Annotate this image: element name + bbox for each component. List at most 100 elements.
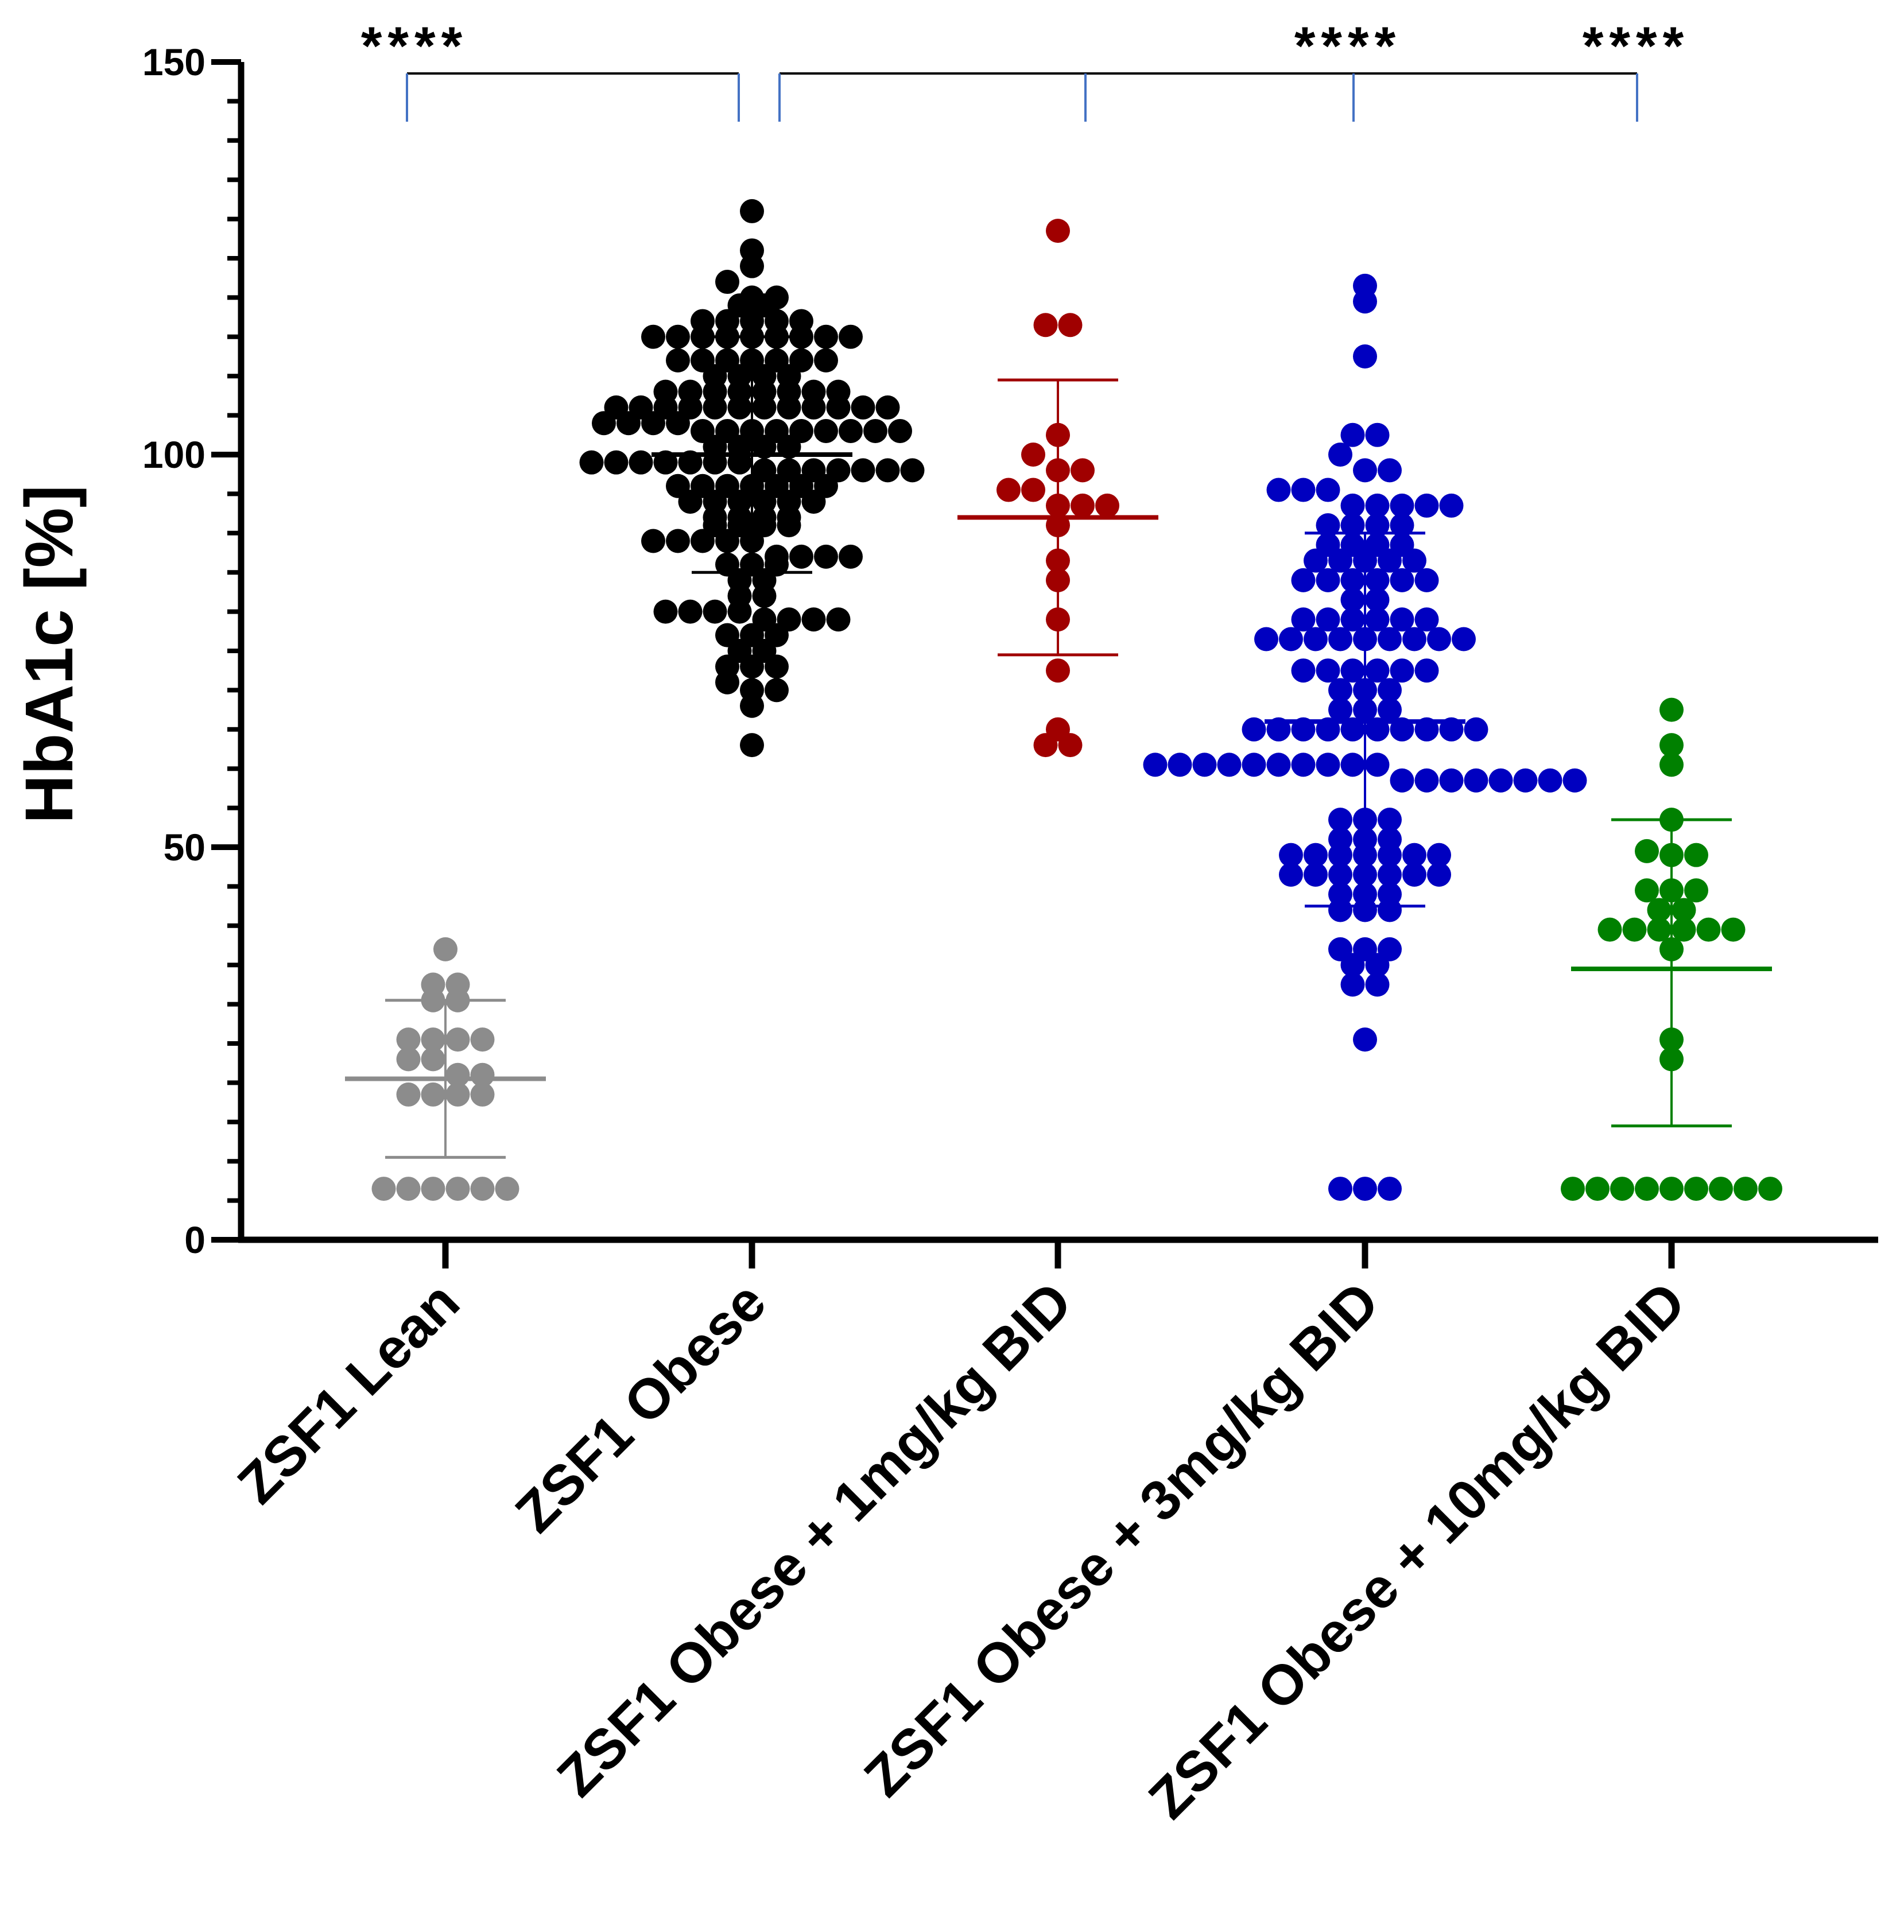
data-point <box>1304 627 1328 651</box>
data-point <box>1046 658 1070 683</box>
y-axis-title: HbA1c [%] <box>11 485 87 824</box>
data-point <box>641 324 665 349</box>
data-point <box>777 607 801 632</box>
data-point <box>740 285 764 310</box>
data-point <box>604 450 629 475</box>
data-point <box>900 458 925 483</box>
data-point <box>1672 917 1696 942</box>
data-point <box>1291 658 1316 683</box>
data-point <box>445 1177 470 1201</box>
data-point <box>1597 917 1622 942</box>
significance-label: **** <box>361 15 468 76</box>
data-point <box>1353 344 1377 368</box>
data-point <box>1316 607 1340 632</box>
data-point <box>1390 768 1414 793</box>
data-point <box>470 1062 495 1087</box>
data-point <box>1340 607 1365 632</box>
data-point <box>814 324 838 349</box>
data-point <box>1254 627 1278 651</box>
data-point <box>1414 568 1439 592</box>
data-point <box>1390 607 1414 632</box>
data-point <box>814 348 838 373</box>
data-point <box>740 733 764 758</box>
data-point <box>875 395 900 420</box>
data-point <box>1659 1177 1684 1201</box>
data-point <box>1402 862 1426 887</box>
data-point <box>470 1177 495 1201</box>
data-point <box>1647 917 1672 942</box>
data-point <box>1414 768 1439 793</box>
data-point <box>765 418 789 443</box>
data-point <box>1758 1177 1782 1201</box>
data-point <box>1464 768 1488 793</box>
data-point <box>495 1177 519 1201</box>
data-point <box>752 607 777 632</box>
data-point <box>1402 627 1426 651</box>
data-point <box>1217 752 1242 777</box>
data-point <box>1378 827 1402 852</box>
data-point <box>396 1047 421 1072</box>
data-point <box>396 1027 421 1052</box>
data-point <box>765 348 789 373</box>
data-point <box>1390 493 1414 518</box>
data-point <box>1390 568 1414 592</box>
data-point <box>851 458 875 483</box>
data-point <box>1414 607 1439 632</box>
data-point <box>1328 627 1352 651</box>
data-point <box>604 395 629 420</box>
data-point <box>1709 1177 1733 1201</box>
data-point <box>839 544 863 569</box>
data-point <box>1365 972 1390 997</box>
data-point <box>1046 717 1070 742</box>
data-point <box>1340 752 1365 777</box>
data-point <box>653 379 678 404</box>
data-point <box>1488 768 1513 793</box>
data-point <box>1316 658 1340 683</box>
data-point <box>888 418 912 443</box>
significance-label: **** <box>1583 15 1689 76</box>
data-point <box>1635 1177 1659 1201</box>
data-point <box>678 599 703 624</box>
data-point <box>1414 493 1439 518</box>
data-point <box>715 552 739 577</box>
data-point <box>801 379 826 404</box>
data-point <box>1439 768 1464 793</box>
data-point <box>740 678 764 703</box>
data-point <box>1378 862 1402 887</box>
data-point <box>1378 882 1402 907</box>
data-point <box>1071 458 1095 483</box>
data-point <box>1143 752 1168 777</box>
data-point <box>1340 493 1365 518</box>
data-point <box>1328 862 1352 887</box>
data-point <box>1427 862 1451 887</box>
data-point <box>1659 697 1684 722</box>
data-point <box>1046 219 1070 243</box>
data-point <box>1622 917 1647 942</box>
data-point <box>396 1082 421 1107</box>
data-point <box>1378 627 1402 651</box>
data-point <box>1378 697 1402 722</box>
x-category-label: ZSF1 Obese + 10mg/kg BID <box>1137 1270 1697 1830</box>
data-point <box>1365 493 1390 518</box>
data-point <box>740 238 764 263</box>
data-point <box>1684 878 1708 903</box>
data-point <box>1328 1177 1352 1201</box>
data-point <box>1340 422 1365 447</box>
data-point <box>1427 627 1451 651</box>
data-point <box>629 450 653 475</box>
data-point <box>1279 843 1303 867</box>
significance-layer: **** **** **** <box>361 15 1689 122</box>
data-point <box>875 458 900 483</box>
data-point <box>1513 768 1538 793</box>
data-point <box>715 418 739 443</box>
data-point <box>1291 752 1316 777</box>
data-point <box>715 270 739 294</box>
data-point <box>703 599 727 624</box>
data-point <box>789 418 813 443</box>
data-points-layer <box>371 199 1782 1201</box>
y-tick-label: 50 <box>164 826 205 868</box>
significance-label: **** <box>1294 15 1401 76</box>
data-point <box>1647 898 1672 922</box>
data-point <box>1316 513 1340 538</box>
data-point <box>715 348 739 373</box>
